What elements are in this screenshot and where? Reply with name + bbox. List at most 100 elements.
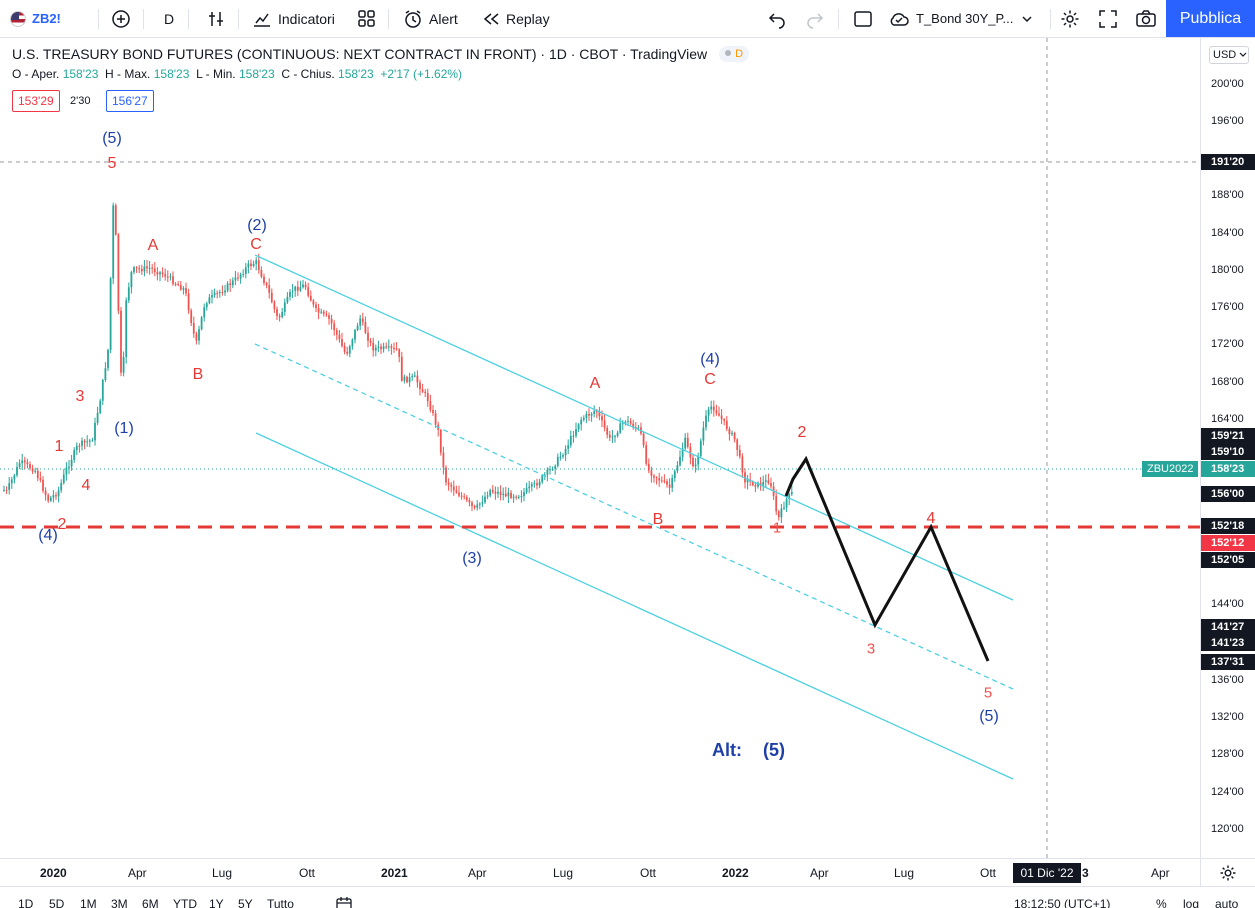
publish-button[interactable]: Pubblica [1166, 0, 1255, 37]
candle-body [83, 440, 86, 443]
candle-body [281, 311, 284, 317]
candle-body [338, 334, 341, 340]
chart-canvas[interactable] [0, 38, 1200, 858]
candle-body [286, 296, 289, 303]
spread-value: 2'30 [70, 95, 91, 107]
candle-body [216, 292, 219, 294]
gear-icon [1220, 865, 1236, 880]
candle-body [44, 490, 47, 496]
redo-button[interactable] [805, 0, 825, 37]
candle-body [289, 291, 291, 297]
settings-button[interactable] [1060, 0, 1080, 37]
projection-path[interactable] [784, 455, 990, 662]
candle-body [377, 346, 380, 348]
wave-label-pink-3: 3 [866, 640, 876, 658]
range-5y-button[interactable]: 5Y [238, 897, 253, 908]
channel-upper-line[interactable] [254, 254, 1014, 601]
candle-body [320, 311, 323, 313]
indicators-button[interactable]: Indicatori [252, 0, 335, 37]
candle-body [751, 481, 754, 486]
calendar-icon[interactable] [336, 896, 352, 908]
candle-body [785, 499, 788, 508]
symbol-label: ZB2! [32, 11, 61, 26]
candle-body [458, 492, 460, 496]
candle-body [484, 496, 486, 503]
candle-body [169, 276, 172, 278]
toolbar-divider [143, 9, 144, 29]
candle-body [146, 266, 148, 269]
channel-lower-line[interactable] [255, 432, 1014, 780]
candle-body [255, 260, 258, 264]
high-label: H - Max. [105, 67, 151, 81]
range-3m-button[interactable]: 3M [111, 897, 128, 908]
price-axis[interactable]: USD 200'00 196'00 188'00 184'00 180'00 1… [1200, 38, 1255, 858]
currency-selector[interactable]: USD [1209, 46, 1249, 64]
candle-body [403, 376, 406, 381]
candle-body [616, 432, 619, 436]
snapshot-button[interactable] [1135, 0, 1157, 37]
percent-toggle[interactable]: % [1156, 897, 1167, 908]
wave-label-blue-3: (3) [462, 550, 482, 567]
candle-body [627, 420, 629, 422]
candle-body [512, 496, 515, 498]
log-toggle[interactable]: log [1183, 897, 1200, 908]
wave-label-blue-4-right: (4) [700, 351, 720, 368]
channel-middle-line[interactable] [254, 343, 1014, 690]
clock-label[interactable]: 18:12:50 (UTC+1) [1014, 897, 1111, 908]
candle-body [203, 307, 206, 318]
auto-toggle[interactable]: auto [1215, 897, 1239, 908]
candle-body [200, 317, 203, 330]
candle-body [671, 478, 674, 488]
wave-label-red-2-projection: 2 [797, 424, 807, 441]
candle-body [88, 440, 91, 442]
candle-body [705, 415, 707, 428]
candle-body [780, 508, 783, 518]
candle-body [569, 435, 572, 446]
time-axis[interactable]: 2020 Apr Lug Ott 2021 Apr Lug Ott 2022 A… [0, 858, 1200, 886]
candle-body [507, 492, 510, 497]
undo-button[interactable] [767, 0, 787, 37]
change-value: +2'17 (+1.62%) [380, 67, 463, 81]
axis-settings-button[interactable] [1200, 858, 1255, 886]
wave-label-red-2: 2 [57, 516, 67, 533]
candle-body [135, 267, 138, 269]
range-ytd-button[interactable]: YTD [173, 897, 197, 908]
symbol-search[interactable]: ZB2! [10, 0, 61, 37]
candle-body [229, 283, 232, 286]
chart-pane[interactable]: U.S. TREASURY BOND FUTURES (CONTINUOUS: … [0, 38, 1200, 858]
templates-button[interactable] [357, 0, 377, 37]
candle-body [148, 267, 151, 269]
replay-button[interactable]: Replay [482, 0, 550, 37]
candle-body [330, 318, 333, 324]
candle-body [117, 234, 120, 311]
candle-body [770, 483, 772, 487]
sell-button[interactable]: 153'29 [12, 90, 60, 112]
layout-selector[interactable]: T_Bond 30Y_P... [888, 0, 1033, 37]
fullscreen-toggle-button[interactable] [853, 0, 873, 37]
candle-body [8, 483, 11, 490]
range-all-button[interactable]: Tutto [267, 897, 294, 908]
candle-body [790, 492, 793, 495]
candle-body [34, 470, 37, 472]
close-value: 158'23 [338, 67, 374, 81]
fullscreen-button[interactable] [1098, 0, 1118, 37]
toolbar-divider [98, 9, 99, 29]
candle-body [699, 440, 702, 456]
candle-body [190, 310, 193, 323]
interval-button[interactable]: D [164, 10, 175, 27]
compare-button[interactable] [111, 0, 131, 37]
candle-body [572, 435, 575, 437]
chart-type-button[interactable] [206, 0, 226, 37]
candle-body [577, 424, 580, 430]
range-5d-button[interactable]: 5D [49, 897, 65, 908]
range-1d-button[interactable]: 1D [18, 897, 34, 908]
candle-body [489, 489, 492, 496]
range-1y-button[interactable]: 1Y [209, 897, 224, 908]
time-tick: 2021 [381, 866, 408, 880]
open-label: O - Aper. [12, 67, 60, 81]
alert-button[interactable]: Alert [403, 0, 458, 37]
range-6m-button[interactable]: 6M [142, 897, 159, 908]
buy-button[interactable]: 156'27 [106, 90, 154, 112]
wave-label-red-4-projection: 4 [926, 510, 936, 527]
range-1m-button[interactable]: 1M [80, 897, 97, 908]
